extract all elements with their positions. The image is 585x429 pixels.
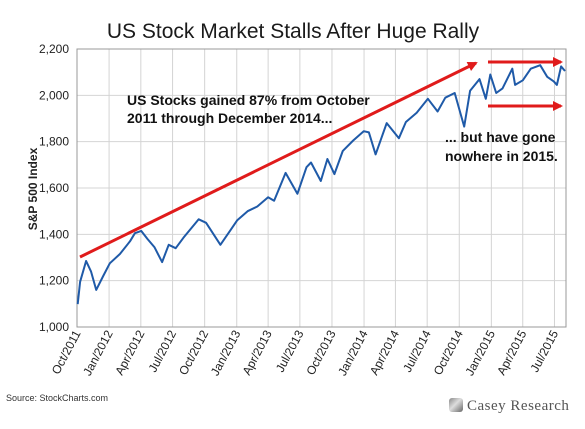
annotation-arrows	[79, 57, 563, 259]
x-tick-label: Oct/2012	[176, 328, 211, 378]
brand-mark-icon	[449, 398, 463, 412]
x-tick-label: Apr/2015	[494, 328, 529, 378]
y-tick-label: 1,800	[39, 135, 69, 149]
x-tick-label: Apr/2014	[367, 328, 402, 378]
x-tick-label: Jan/2015	[462, 328, 498, 378]
y-tick-label: 2,000	[39, 88, 69, 102]
y-tick-label: 2,200	[39, 42, 69, 56]
x-tick-label: Apr/2013	[240, 328, 275, 378]
x-tick-label: Jul/2012	[146, 328, 180, 375]
y-tick-label: 1,200	[39, 274, 69, 288]
chart-title: US Stock Market Stalls After Huge Rally	[107, 20, 480, 43]
x-tick-label: Jan/2012	[80, 328, 116, 378]
y-tick-label: 1,600	[39, 181, 69, 195]
x-tick-label: Jul/2015	[527, 328, 561, 375]
y-axis-label: S&P 500 Index	[26, 147, 40, 230]
x-tick-label: Oct/2014	[431, 328, 466, 378]
sp500-series-line	[76, 64, 566, 305]
brand-logo: Casey Research	[449, 398, 569, 415]
plot-frame	[76, 48, 567, 328]
annotation-flat-line1: ... but have gone	[445, 129, 556, 145]
x-tick-label: Oct/2013	[303, 328, 338, 378]
y-tick-label: 1,400	[39, 227, 69, 241]
annotation-rally-line2: 2011 through December 2014...	[127, 110, 332, 126]
grid	[76, 48, 566, 328]
brand-name: Casey Research	[467, 398, 570, 414]
y-axis: 1,000 1,200 1,400 1,600 1,800 2,000 2,200	[39, 42, 69, 334]
rally-arrow	[79, 61, 478, 259]
x-tick-label: Jan/2013	[208, 328, 244, 378]
annotation-rally-line1: US Stocks gained 87% from October	[127, 92, 370, 108]
x-tick-label: Jul/2014	[400, 328, 434, 375]
x-axis: Oct/2011Jan/2012Apr/2012Jul/2012Oct/2012…	[49, 328, 561, 378]
y-tick-label: 1,000	[39, 320, 69, 334]
annotation-flat-line2: nowhere in 2015.	[445, 148, 558, 164]
source-note: Source: StockCharts.com	[6, 393, 109, 403]
x-tick-label: Jul/2013	[273, 328, 307, 375]
x-tick-label: Oct/2011	[49, 328, 84, 377]
x-tick-label: Jan/2014	[335, 328, 371, 378]
x-tick-label: Apr/2012	[112, 328, 147, 378]
